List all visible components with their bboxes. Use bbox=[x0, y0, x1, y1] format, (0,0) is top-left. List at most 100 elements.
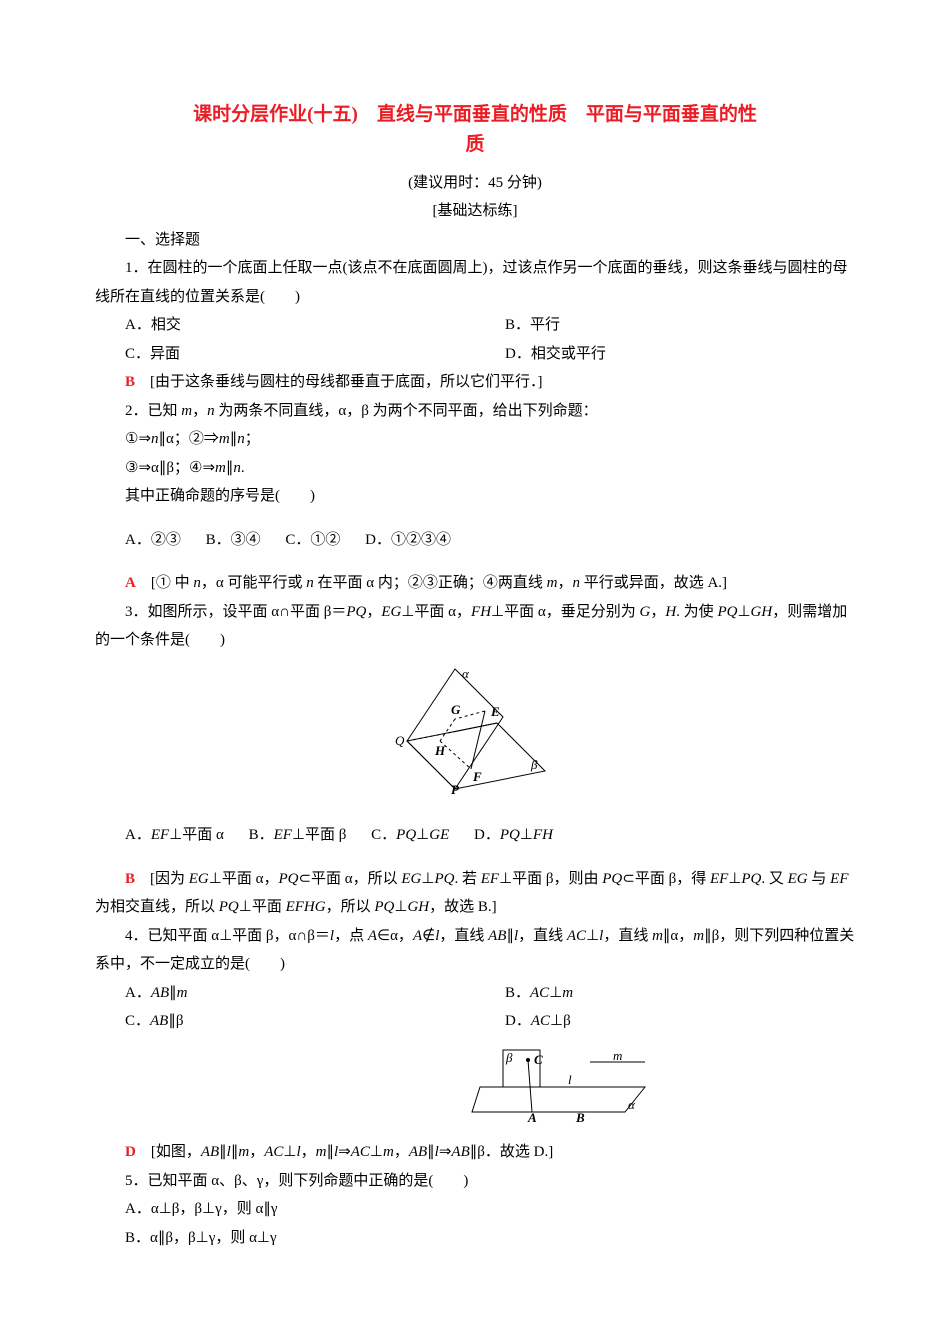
q4tm: ，直线 bbox=[518, 928, 567, 944]
q2-ea: [① 中 bbox=[136, 575, 194, 591]
q2-opt-c: C．①② bbox=[285, 532, 340, 548]
q2-ask: 其中正确命题的序号是( ) bbox=[95, 482, 855, 511]
q3ec: ⊥平面 α， bbox=[209, 871, 279, 887]
q3-answer: B [因为 EG⊥平面 α，PQ⊂平面 α，所以 EG⊥PQ. 若 EF⊥平面 … bbox=[95, 865, 855, 922]
q2-l1d: m bbox=[219, 431, 230, 447]
page-title: 课时分层作业(十五) 直线与平面垂直的性质 平面与平面垂直的性 质 bbox=[95, 100, 855, 161]
q3-label-H: H bbox=[434, 743, 446, 758]
q2-l1a: ①⇒ bbox=[125, 431, 151, 447]
q2-opt-d: D．①②③④ bbox=[365, 532, 451, 548]
q3c1: C． bbox=[371, 827, 396, 843]
q3ek: ⊥平面 β，则由 bbox=[499, 871, 602, 887]
q4-figure: β C m l A B α bbox=[95, 1042, 855, 1133]
q4-label-m: m bbox=[613, 1048, 622, 1063]
q2-l2a: ③⇒α∥β；④⇒ bbox=[125, 460, 215, 476]
q4tf: A bbox=[413, 928, 422, 944]
title-line2: 质 bbox=[465, 134, 484, 155]
q4-diagram-svg: β C m l A B α bbox=[470, 1042, 660, 1122]
q3-figure: α β Q P G H E F bbox=[95, 661, 855, 807]
q3eu: 为相交直线，所以 bbox=[95, 899, 219, 915]
q4tn: AC bbox=[567, 928, 586, 944]
q3en: EF bbox=[710, 871, 728, 887]
q2-ed: n bbox=[306, 575, 314, 591]
q2-ef: m bbox=[547, 575, 558, 591]
q3-diagram-svg: α β Q P G H E F bbox=[385, 661, 565, 796]
q3er: EG bbox=[788, 871, 808, 887]
q4b4: m bbox=[562, 985, 573, 1001]
q4ta: 4．已知平面 α⊥平面 β，α∩β＝ bbox=[125, 928, 330, 944]
suggest-time: (建议用时：45 分钟) bbox=[95, 169, 855, 198]
q3eq: . 又 bbox=[761, 871, 787, 887]
q3-th: G bbox=[639, 604, 650, 620]
q2-l2b: m bbox=[215, 460, 226, 476]
q3-tl: PQ bbox=[717, 604, 737, 620]
q3-opt-b: B．EF⊥平面 β bbox=[249, 827, 347, 843]
q3-tc: ， bbox=[366, 604, 381, 620]
q4to: ⊥ bbox=[586, 928, 599, 944]
q3a2: EF bbox=[151, 827, 169, 843]
q4eu: ∥ bbox=[427, 1144, 435, 1160]
q3b1: B． bbox=[249, 827, 274, 843]
q4et: AB bbox=[409, 1144, 427, 1160]
q4te: ∈α， bbox=[377, 928, 413, 944]
q3ez: PQ bbox=[374, 899, 394, 915]
q4-opt-a: A．AB∥m bbox=[95, 979, 475, 1008]
q3-td: EG bbox=[381, 604, 401, 620]
q4tg: ∉ bbox=[422, 928, 435, 944]
q3eb: EG bbox=[189, 871, 209, 887]
q4a1: A． bbox=[125, 985, 151, 1001]
q1-opt-d: D．相交或平行 bbox=[475, 340, 855, 369]
q3et: EF bbox=[830, 871, 848, 887]
q4b2: AC bbox=[530, 985, 549, 1001]
q3-label-beta: β bbox=[530, 757, 538, 772]
q4eg: ， bbox=[249, 1144, 264, 1160]
q2-opt-a: A．②③ bbox=[125, 532, 181, 548]
q4-label-B: B bbox=[575, 1110, 585, 1122]
q2-l2e: . bbox=[241, 460, 245, 476]
q5-text: 5．已知平面 α、β、γ，则下列命题中正确的是( ) bbox=[95, 1167, 855, 1196]
q1-options-row1: A．相交 B．平行 bbox=[95, 311, 855, 340]
q3c3: ⊥ bbox=[416, 827, 429, 843]
q4ec: ∥ bbox=[219, 1144, 227, 1160]
q4a3: ∥ bbox=[169, 985, 177, 1001]
q4eh: AC bbox=[264, 1144, 283, 1160]
q4c1: C． bbox=[125, 1013, 150, 1029]
q4td: A bbox=[368, 928, 377, 944]
q2-opt-b: B．③④ bbox=[206, 532, 261, 548]
q3eg: ⊥ bbox=[421, 871, 434, 887]
q3-ta: 3．如图所示，设平面 α∩平面 β＝ bbox=[125, 604, 346, 620]
q3-label-P: P bbox=[451, 782, 460, 796]
q4em: ∥ bbox=[326, 1144, 334, 1160]
q2-t-c: ， bbox=[192, 403, 207, 419]
q4c3: ∥β bbox=[168, 1013, 183, 1029]
q4ea: [如图， bbox=[136, 1144, 201, 1160]
q2-ec: ，α 可能平行或 bbox=[201, 575, 306, 591]
q3-tm: ⊥ bbox=[737, 604, 750, 620]
q4ts: ∥α， bbox=[663, 928, 693, 944]
q3ea: [因为 bbox=[135, 871, 189, 887]
q1-answer-letter: B bbox=[125, 374, 135, 390]
q3a3: ⊥平面 α bbox=[169, 827, 224, 843]
q3a1: A． bbox=[125, 827, 151, 843]
q3-label-G: G bbox=[451, 702, 461, 717]
q4b1: B． bbox=[505, 985, 530, 1001]
q3-tg: ⊥平面 α，垂足分别为 bbox=[491, 604, 639, 620]
q1-options-row2: C．异面 D．相交或平行 bbox=[95, 340, 855, 369]
q3c2: PQ bbox=[396, 827, 416, 843]
q3eo: ⊥ bbox=[728, 871, 741, 887]
q3-tk: . 为使 bbox=[676, 604, 717, 620]
q4a4: m bbox=[177, 985, 188, 1001]
q4d1: D． bbox=[505, 1013, 531, 1029]
q2-l1b: n bbox=[151, 431, 159, 447]
q3-tj: H bbox=[665, 604, 676, 620]
q4d2: AC bbox=[531, 1013, 550, 1029]
heading-choice: 一、选择题 bbox=[95, 226, 855, 255]
q4-opt-d: D．AC⊥β bbox=[475, 1007, 855, 1036]
q3-tn: GH bbox=[751, 604, 773, 620]
q3-tf: FH bbox=[471, 604, 491, 620]
q3-label-alpha: α bbox=[462, 666, 470, 681]
section-label: [基础达标练] bbox=[95, 197, 855, 226]
q3-answer-letter: B bbox=[125, 871, 135, 887]
q4-opt-b: B．AC⊥m bbox=[475, 979, 855, 1008]
q4a2: AB bbox=[151, 985, 169, 1001]
